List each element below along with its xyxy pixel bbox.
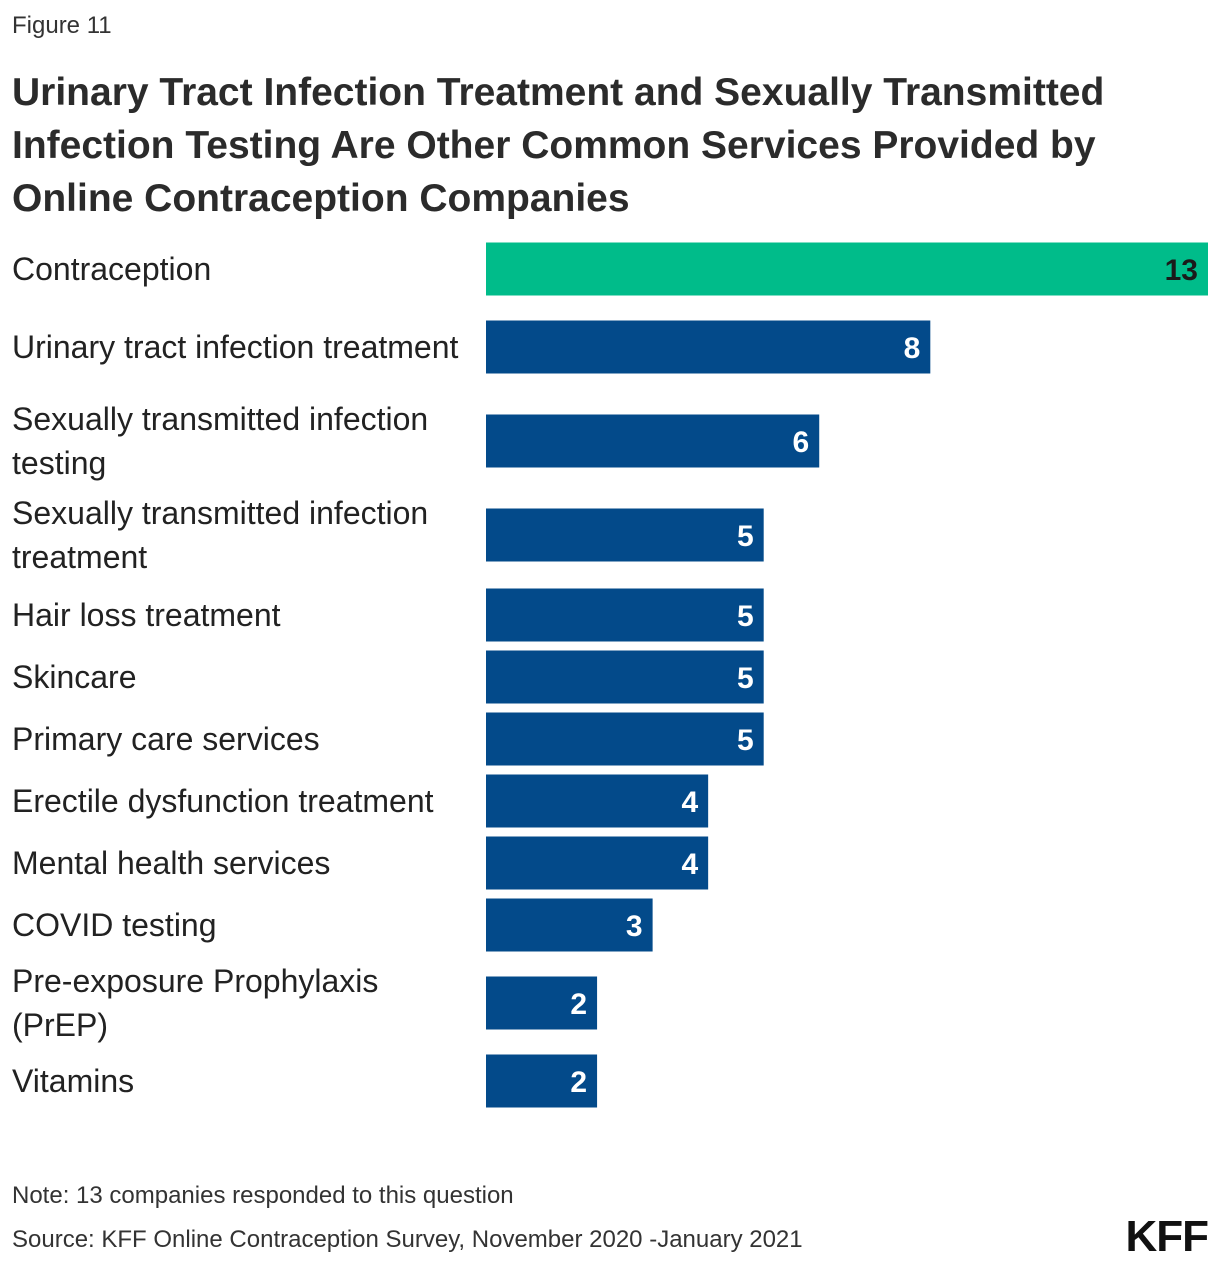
- figure-label: Figure 11: [12, 12, 112, 39]
- category-label-3: Sexually transmitted infection treatment: [12, 495, 429, 575]
- category-label-2: Sexually transmitted infection testing: [12, 401, 429, 481]
- kff-logo: KFF: [1125, 1212, 1209, 1261]
- bar-7: [486, 774, 709, 828]
- data-label-6: 5: [737, 724, 754, 757]
- data-label-8: 4: [681, 848, 698, 881]
- data-label-4: 5: [737, 600, 754, 633]
- category-label-6: Primary care services: [12, 721, 320, 757]
- data-label-2: 6: [793, 426, 810, 459]
- data-label-5: 5: [737, 662, 754, 695]
- category-label-10: Pre-exposure Prophylaxis (PrEP): [12, 963, 379, 1043]
- data-label-9: 3: [626, 910, 643, 943]
- category-label-11: Vitamins: [12, 1063, 135, 1099]
- category-label-1: Urinary tract infection treatment: [12, 329, 459, 365]
- category-label-4: Hair loss treatment: [12, 597, 281, 633]
- bar-1: [486, 320, 931, 374]
- data-label-10: 2: [570, 988, 587, 1021]
- chart-note: Note: 13 companies responded to this que…: [12, 1182, 514, 1209]
- data-label-11: 2: [570, 1066, 587, 1099]
- category-label-0: Contraception: [12, 251, 212, 287]
- bar-9: [486, 898, 653, 952]
- data-label-1: 8: [904, 332, 921, 365]
- bar-0: [486, 242, 1208, 296]
- bar-8: [486, 836, 709, 890]
- category-label-8: Mental health services: [12, 845, 331, 881]
- bar-6: [486, 712, 764, 766]
- data-label-7: 4: [681, 786, 698, 819]
- chart-title: Urinary Tract Infection Treatment and Se…: [12, 71, 1105, 220]
- category-label-7: Erectile dysfunction treatment: [12, 783, 434, 819]
- bar-11: [486, 1054, 598, 1108]
- data-label-3: 5: [737, 520, 754, 553]
- bar-3: [486, 508, 764, 562]
- bar-4: [486, 588, 764, 642]
- bar-5: [486, 650, 764, 704]
- chart-source: Source: KFF Online Contraception Survey,…: [12, 1226, 803, 1253]
- category-label-9: COVID testing: [12, 907, 217, 943]
- data-label-0: 13: [1165, 254, 1198, 287]
- bar-2: [486, 414, 820, 468]
- category-label-5: Skincare: [12, 659, 137, 695]
- bar-10: [486, 976, 598, 1030]
